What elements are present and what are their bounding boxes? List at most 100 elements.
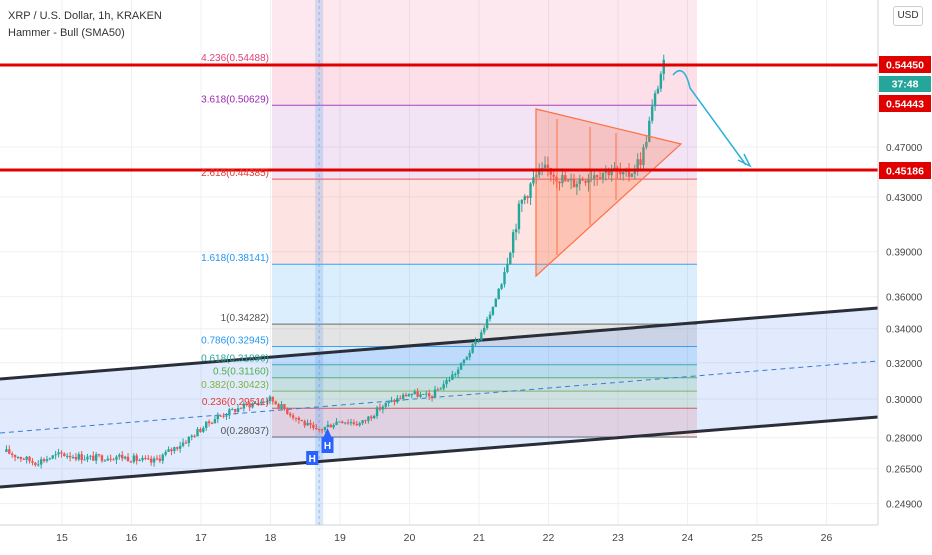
candle-body [126, 456, 130, 462]
candle-body [491, 306, 495, 315]
candle-body [248, 404, 251, 408]
candle-body [543, 164, 547, 169]
time-axis-tick: 26 [821, 532, 833, 544]
candle-body [341, 421, 344, 424]
candle-body [68, 455, 72, 458]
candle-body [167, 449, 170, 452]
candle-body [529, 183, 532, 198]
fib-level-label: 0(0.28037) [221, 426, 269, 437]
candle-body [239, 408, 243, 410]
channel-fill [0, 308, 878, 487]
candle-body [578, 178, 581, 185]
candle-body [564, 175, 567, 182]
candle-body [34, 462, 37, 466]
candle-body [251, 403, 254, 408]
projection-path[interactable] [672, 69, 747, 166]
fib-level-label: 1.618(0.38141) [201, 253, 269, 264]
candle-body [74, 457, 78, 460]
candle-body [260, 401, 263, 404]
candle-body [147, 458, 150, 460]
fib-level-label: 0.618(0.31890) [201, 354, 269, 365]
candle-body [648, 120, 651, 142]
candle-body [268, 396, 272, 402]
time-axis-tick: 23 [612, 532, 624, 544]
candle-body [265, 401, 269, 403]
candle-body [401, 394, 405, 399]
symmetrical-triangle[interactable] [535, 108, 683, 278]
candle-body [642, 147, 645, 165]
fib-level-label: 0.382(0.30423) [201, 380, 269, 391]
chart-drawings[interactable]: HH [0, 63, 878, 465]
currency-button[interactable]: USD [893, 6, 923, 26]
candle-body [135, 455, 138, 461]
candle-body [546, 164, 550, 168]
candle-body [170, 449, 173, 452]
candle-body [483, 327, 486, 333]
candle-body [572, 179, 576, 188]
candle-body [442, 384, 445, 389]
candle-body [48, 458, 52, 460]
candle-body [593, 175, 596, 179]
fib-level-label: 0.236(0.29511) [202, 397, 269, 408]
candle-body [332, 425, 335, 428]
channel-lower-line[interactable] [0, 415, 879, 489]
indicator-legend[interactable]: Hammer - Bull (SMA50) [8, 27, 125, 39]
hammer-marker-primary[interactable]: H [321, 428, 334, 453]
candle-body [480, 332, 483, 340]
hammer-marker-shape [306, 451, 319, 465]
hammer-marker-secondary[interactable]: H [306, 451, 319, 465]
candle-body [387, 401, 390, 404]
candle-body [213, 419, 217, 424]
symbol-title: XRP / U.S. Dollar, 1h, KRAKEN [8, 10, 162, 22]
candle-body [152, 458, 156, 463]
candle-body [344, 422, 347, 424]
candle-body [445, 380, 448, 385]
candle-body [31, 461, 34, 463]
time-axis-tick: 25 [751, 532, 763, 544]
candle-body [636, 159, 639, 170]
candle-body [494, 299, 497, 307]
candle-body [454, 374, 457, 376]
highlight-band [315, 0, 324, 525]
time-axis-tick: 19 [334, 532, 346, 544]
candle-body [210, 423, 214, 425]
candle-body [465, 357, 469, 360]
candle-body [149, 458, 153, 463]
candle-body [566, 180, 570, 182]
candle-body [329, 424, 332, 428]
candle-body [320, 429, 324, 431]
candle-body [517, 203, 521, 230]
candle-body [326, 424, 330, 427]
candle-body [509, 252, 512, 265]
candle-body [97, 454, 101, 456]
candle-body [155, 458, 159, 460]
candle-body [193, 435, 196, 437]
candle-body [404, 394, 408, 397]
candle-body [83, 459, 86, 461]
candle-body [86, 456, 89, 460]
candle-countdown-bg [879, 76, 931, 92]
candle-body [303, 421, 306, 426]
candle-body [51, 455, 54, 459]
candle-body [375, 407, 379, 416]
candle-body [271, 396, 275, 402]
candle-body [425, 393, 428, 395]
time-axis-tick: 16 [126, 532, 138, 544]
candle-body [610, 171, 613, 176]
candle-body [286, 409, 289, 414]
time-axis[interactable]: 15 16 17 18 19 20 21 22 23 24 25 26 [0, 524, 878, 550]
fib-zone [272, 364, 697, 378]
candle-body [39, 459, 43, 465]
candle-body [118, 454, 121, 457]
candle-body [25, 456, 28, 460]
price-axis[interactable]: 00.470000.430000.390000.360000.340000.32… [877, 0, 932, 550]
channel-upper-line[interactable] [0, 306, 879, 381]
candle-body [427, 393, 431, 397]
candle-body [144, 457, 147, 459]
candle-body [161, 454, 164, 461]
candle-body [384, 403, 387, 407]
hammer-marker-label: H [324, 441, 331, 452]
ascending-channel[interactable] [0, 306, 879, 489]
